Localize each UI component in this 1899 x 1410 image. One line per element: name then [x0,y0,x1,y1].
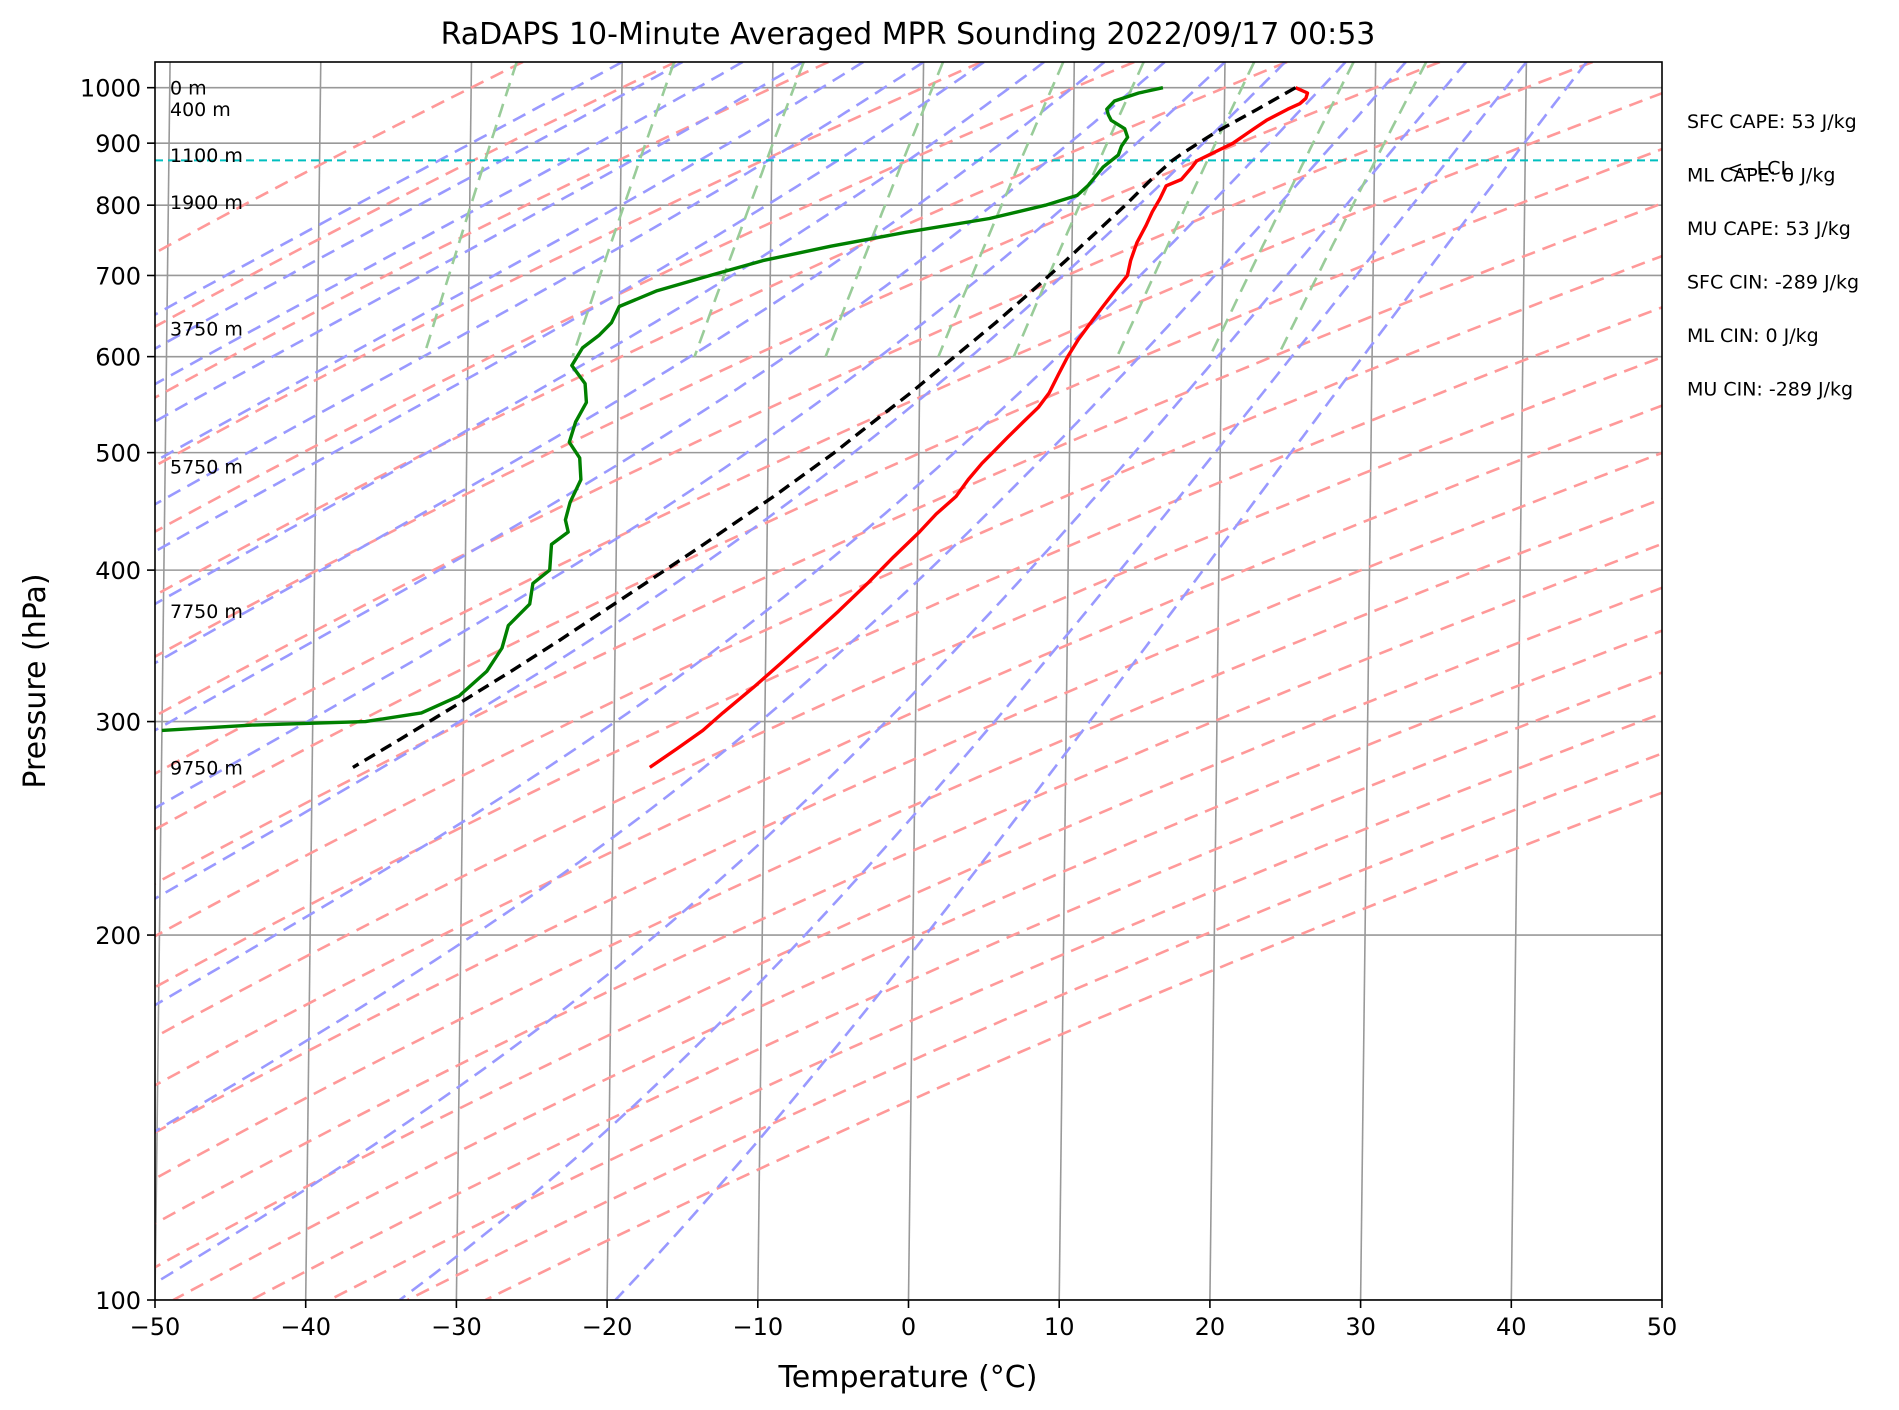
y-tick-label: 200 [95,922,141,950]
dry-adiabat-line [250,671,1662,1300]
moist-adiabat-line [155,62,623,317]
cape-cin-annotation: ML CAPE: 0 J/kg [1687,165,1835,187]
dry-adiabat-line [155,355,1662,1039]
moist-adiabat-line [155,62,1407,1133]
moist-adiabat-line [155,62,1347,1007]
y-tick-label: 400 [95,557,141,585]
sounding-series [161,86,1310,769]
x-tick-label: −20 [582,1313,633,1341]
height-label: 5750 m [170,457,243,479]
isotherm-line [757,62,774,1300]
y-axis-label: Pressure (hPa) [18,573,53,788]
x-axis-ticks: −50 −40 −30 −20 −10 0 10 20 30 40 50 [130,1300,1678,1341]
temperature-line [648,86,1310,769]
moist-adiabat-line [155,62,1287,901]
dry-adiabat-line [155,62,1288,597]
x-tick-label: −10 [732,1313,783,1341]
mixing-ratio-line [824,62,945,358]
moist-adiabat-line [155,62,1166,732]
y-tick-label: 800 [95,192,141,220]
moist-adiabat-line [398,62,1528,1300]
dry-adiabat-line [155,305,1662,989]
cape-cin-annotation: ML CIN: 0 J/kg [1687,325,1819,347]
y-tick-label: 700 [95,262,141,290]
moist-adiabat-line [155,62,925,506]
dry-adiabat-line [155,62,1594,718]
dry-adiabat-line [155,586,1662,1269]
y-tick-label: 100 [95,1287,141,1315]
cape-cin-annotations: SFC CAPE: 53 J/kg ML CAPE: 0 J/kg MU CAPE:… [1687,111,1859,401]
height-label: 7750 m [170,601,243,623]
dry-adiabat-line [155,62,1135,534]
dry-adiabat-line [155,91,1662,776]
cape-cin-annotation: MU CIN: -289 J/kg [1687,379,1853,401]
dewpoint-line [161,86,1164,733]
height-label: 0 m [170,78,207,100]
dry-adiabat-line [155,147,1662,831]
mixing-ratio-line [1115,62,1256,358]
mixing-ratio-line [1208,62,1355,358]
y-axis-ticks: 100 200 300 400 500 600 700 800 900 1000 [80,75,155,1315]
x-axis-label: Temperature (°C) [778,1360,1038,1395]
moist-adiabat-line [155,62,1226,810]
isotherm-line [1510,62,1528,1300]
moist-adiabat-line [155,62,985,553]
moist-adiabat-lines [155,62,1588,1300]
moist-adiabat-line [155,62,744,386]
x-tick-label: 40 [1496,1313,1527,1341]
dry-adiabat-line [155,404,1662,1087]
isotherm-line [304,62,322,1300]
mixing-ratio-line [1276,62,1428,358]
pressure-gridlines [155,86,1662,1300]
moist-adiabat-line [155,62,1045,606]
moist-adiabat-line [155,62,1468,1285]
isotherm-line [155,62,171,1300]
cape-cin-annotation: SFC CIN: -289 J/kg [1687,272,1859,294]
isotherm-line [1359,62,1377,1300]
moist-adiabat-line [614,62,1588,1300]
height-label: 1100 m [170,145,243,167]
isotherm-line [907,62,925,1300]
isotherm-line [455,62,473,1300]
mixing-ratio-line [422,62,518,357]
x-tick-label: −30 [431,1313,482,1341]
parcel-line [352,86,1297,769]
moist-adiabat-line [155,62,864,463]
dry-adiabat-line [155,62,1441,659]
cape-cin-annotation: MU CAPE: 53 J/kg [1687,218,1851,240]
plot-area [155,62,1662,1300]
x-tick-label: −40 [280,1313,331,1341]
x-tick-label: −50 [130,1313,181,1341]
chart-title: RaDAPS 10-Minute Averaged MPR Sounding 2… [441,17,1376,52]
x-tick-label: 30 [1345,1313,1376,1341]
dry-adiabat-line [155,202,1662,886]
x-tick-label: 20 [1195,1313,1226,1341]
height-label: 400 m [170,99,231,121]
y-tick-label: 900 [95,130,141,158]
isotherm-line [606,62,623,1300]
y-tick-label: 300 [95,709,141,737]
y-tick-label: 1000 [80,75,141,103]
moist-adiabat-line [155,62,1106,665]
mixing-ratio-line [571,62,676,358]
y-tick-label: 500 [95,440,141,468]
x-tick-label: 50 [1647,1313,1678,1341]
dry-adiabat-line [172,629,1662,1300]
x-tick-label: 10 [1044,1313,1075,1341]
height-label: 3750 m [170,318,243,340]
height-labels: 9750 m 7750 m 5750 m 3750 m 1900 m 1100 m 400 … [170,78,243,780]
mixing-ratio-line [693,62,805,358]
moist-adiabat-line [155,62,684,351]
x-tick-label: 0 [901,1313,916,1341]
height-label: 1900 m [170,192,243,214]
dry-adiabat-line [484,791,1662,1300]
lcl-label: <--LCL [1727,157,1791,179]
height-label: 9750 m [170,757,243,779]
y-tick-label: 600 [95,344,141,372]
mixing-ratio-line [937,62,1065,358]
cape-cin-annotation: SFC CAPE: 53 J/kg [1687,111,1857,133]
